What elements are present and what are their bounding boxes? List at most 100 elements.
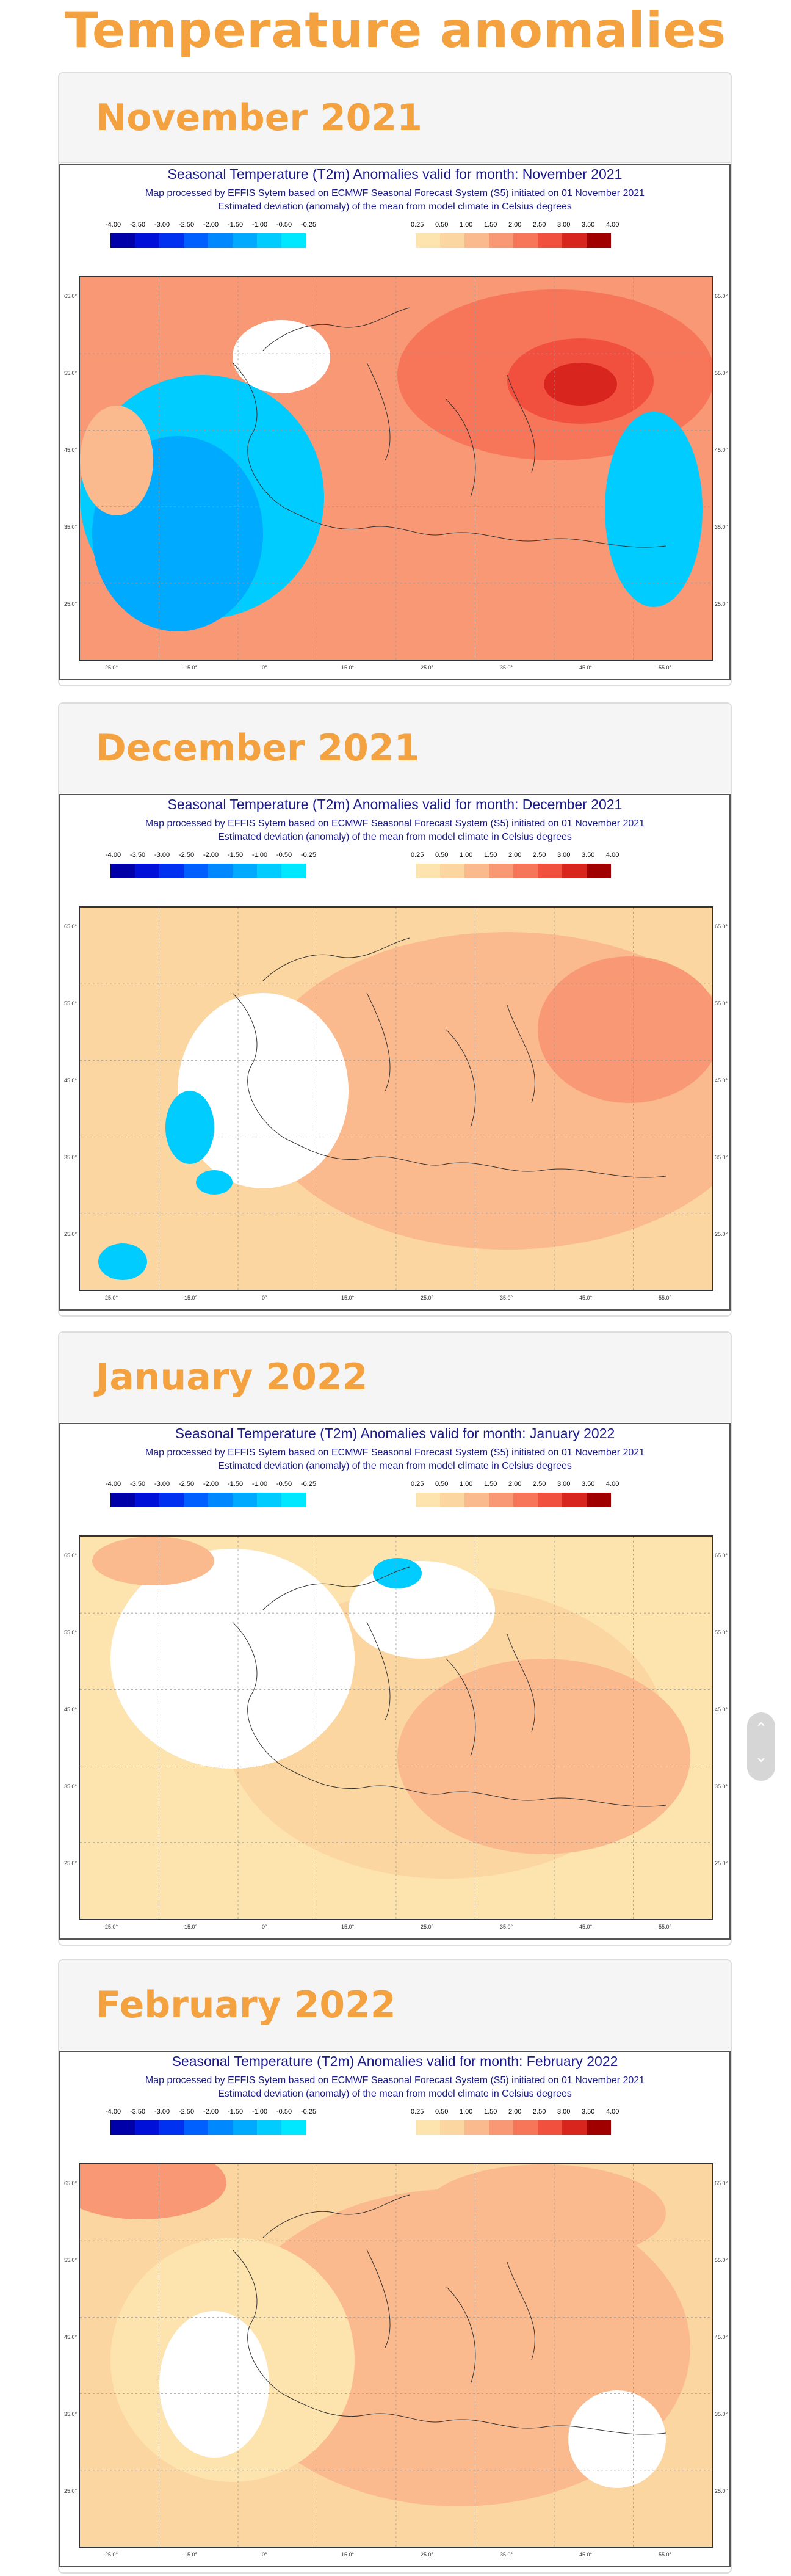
legend-tick-label: -0.25 [301, 221, 317, 228]
longitude-label: 25.0° [421, 1295, 434, 1301]
legend-swatch [159, 233, 184, 248]
anomaly-region [92, 1537, 214, 1585]
latitude-label: 35.0° [64, 524, 78, 530]
legend-tick-label: 4.00 [606, 1480, 619, 1488]
latitude-label: 55.0° [715, 1629, 728, 1635]
legend-swatch [135, 233, 159, 248]
legend-tick-label: -0.50 [276, 2108, 292, 2116]
anomaly-map-card: Seasonal Temperature (T2m) Anomalies val… [59, 164, 731, 680]
legend-swatch [538, 1493, 562, 1507]
panel-title: February 2022 [96, 1984, 396, 2026]
month-panel: December 2021 Seasonal Temperature (T2m)… [58, 702, 732, 1317]
chevron-up-icon[interactable]: ⌃ [754, 1720, 768, 1738]
legend-swatch [257, 864, 281, 878]
latitude-label: 25.0° [64, 1231, 78, 1237]
latitude-label: 45.0° [715, 1077, 728, 1083]
latitude-label: 55.0° [64, 370, 78, 376]
longitude-label: 55.0° [659, 664, 672, 671]
anomaly-region [544, 363, 617, 406]
legend-swatch [513, 1493, 538, 1507]
legend-swatch [464, 233, 489, 248]
legend-swatch [233, 233, 257, 248]
longitude-label: 55.0° [659, 1295, 672, 1301]
legend-tick-label: 2.00 [508, 851, 522, 859]
legend-swatch [135, 864, 159, 878]
latitude-label: 65.0° [715, 2180, 728, 2186]
positive-legend-ticks: 0.25 0.50 1.00 1.50 2.00 2.50 3.00 3.50 4.00 [411, 851, 630, 859]
legend-tick-label: -3.00 [154, 2108, 170, 2116]
longitude-label: 45.0° [579, 2552, 593, 2558]
positive-legend-bar [416, 2120, 611, 2135]
legend-swatch [587, 2120, 611, 2135]
positive-legend-bar [416, 1493, 611, 1507]
anomaly-map [79, 906, 713, 1291]
legend-tick-label: -3.50 [130, 221, 146, 228]
map-subtitle: Map processed by EFFIS Sytem based on EC… [145, 188, 645, 198]
legend-tick-label: 3.50 [582, 2108, 595, 2116]
latitude-label: 25.0° [64, 1860, 78, 1866]
panel-header[interactable]: December 2021 [59, 704, 731, 793]
latitude-label: 35.0° [64, 2411, 78, 2417]
map-description: Estimated deviation (anomaly) of the mea… [218, 832, 572, 842]
legend-swatch [538, 2120, 562, 2135]
legend-swatch [440, 1493, 464, 1507]
map-description: Estimated deviation (anomaly) of the mea… [218, 1461, 572, 1471]
latitude-label: 45.0° [64, 1077, 78, 1083]
legend-tick-label: -2.00 [203, 851, 219, 859]
legend-tick-label: 2.00 [508, 1480, 522, 1488]
negative-legend-bar [110, 864, 306, 878]
panel-header[interactable]: February 2022 [59, 1960, 731, 2050]
legend-tick-label: -2.50 [179, 851, 195, 859]
legend-tick-label: 1.50 [484, 2108, 497, 2116]
legend-swatch [184, 1493, 208, 1507]
longitude-label: 35.0° [500, 1295, 513, 1301]
legend-swatch [110, 864, 135, 878]
panel-header[interactable]: January 2022 [59, 1333, 731, 1422]
latitude-label: 55.0° [715, 2257, 728, 2263]
positive-legend-ticks: 0.25 0.50 1.00 1.50 2.00 2.50 3.00 3.50 4.00 [411, 1480, 630, 1488]
legend-swatch [489, 2120, 513, 2135]
latitude-label: 65.0° [64, 293, 78, 299]
legend-tick-label: -4.00 [106, 1480, 121, 1488]
legend-tick-label: 2.50 [533, 2108, 546, 2116]
legend-swatch [257, 233, 281, 248]
longitude-label: 35.0° [500, 664, 513, 671]
map-description: Estimated deviation (anomaly) of the mea… [218, 2089, 572, 2099]
latitude-label: 25.0° [715, 1231, 728, 1237]
map-title: Seasonal Temperature (T2m) Anomalies val… [175, 1425, 615, 1441]
anomaly-region [397, 1659, 690, 1854]
legend-tick-label: 0.50 [435, 2108, 449, 2116]
chevron-down-icon[interactable]: ⌄ [754, 1748, 768, 1766]
scroll-control[interactable]: ⌃ ⌄ [747, 1712, 775, 1781]
panel-header[interactable]: November 2021 [59, 73, 731, 163]
panel-title: January 2022 [96, 1356, 368, 1399]
legend-tick-label: 2.50 [533, 851, 546, 859]
legend-tick-label: -2.50 [179, 2108, 195, 2116]
longitude-label: 45.0° [579, 1924, 593, 1930]
legend-tick-label: 0.50 [435, 851, 449, 859]
longitude-label: 55.0° [659, 1924, 672, 1930]
legend-tick-label: -0.25 [301, 1480, 317, 1488]
legend-swatch [416, 864, 440, 878]
anomaly-region [233, 320, 330, 393]
panel-title: November 2021 [96, 96, 422, 139]
anomaly-region [605, 412, 703, 607]
legend-tick-label: -0.25 [301, 851, 317, 859]
legend-swatch [184, 233, 208, 248]
anomaly-region [422, 2164, 666, 2262]
legend-tick-label: 3.00 [557, 851, 571, 859]
anomaly-map [79, 1535, 713, 1920]
legend-tick-label: 4.00 [606, 851, 619, 859]
legend-tick-label: 1.00 [460, 1480, 473, 1488]
latitude-label: 25.0° [715, 1860, 728, 1866]
legend-swatch [233, 1493, 257, 1507]
positive-legend-ticks: 0.25 0.50 1.00 1.50 2.00 2.50 3.00 3.50 4.00 [411, 221, 630, 228]
positive-legend-ticks: 0.25 0.50 1.00 1.50 2.00 2.50 3.00 3.50 4.00 [411, 2108, 630, 2116]
legend-tick-label: -0.25 [301, 2108, 317, 2116]
negative-legend-ticks: -4.00 -3.50 -3.00 -2.50 -2.00 -1.50 -1.00 -0.50… [106, 851, 325, 859]
legend-tick-label: -3.00 [154, 851, 170, 859]
legend-tick-label: -1.50 [228, 2108, 244, 2116]
legend-swatch [257, 1493, 281, 1507]
latitude-label: 65.0° [64, 923, 78, 930]
legend-tick-label: -2.50 [179, 221, 195, 228]
